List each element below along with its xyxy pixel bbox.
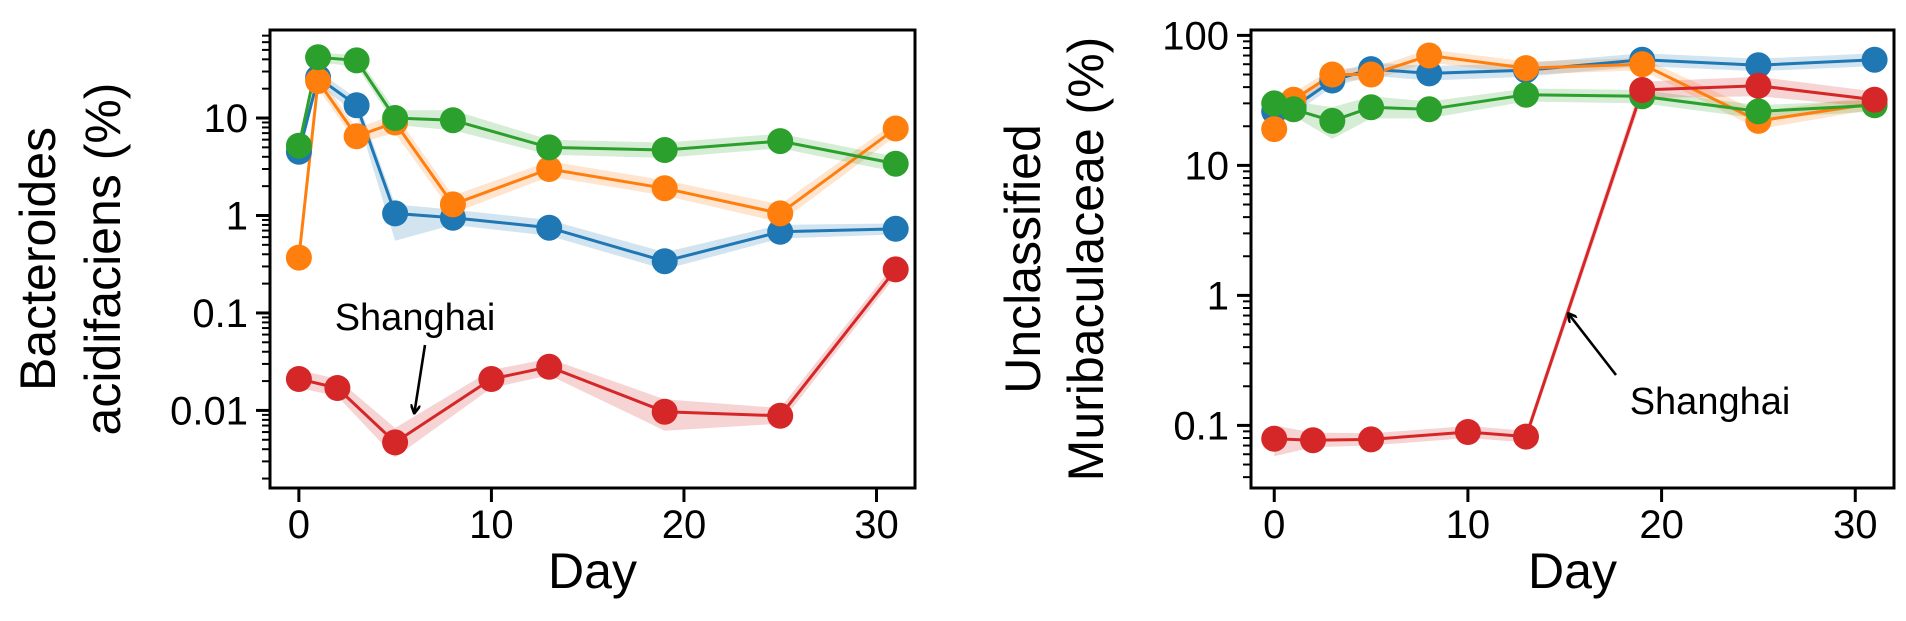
series-4-point <box>767 402 794 429</box>
series-1-point <box>1745 52 1772 79</box>
series-2-point <box>1319 61 1346 88</box>
series-3-point <box>1280 96 1307 123</box>
series-4-line <box>298 268 897 445</box>
annotation-arrow <box>414 344 427 413</box>
series-2-point <box>285 244 312 271</box>
chart-panel-1: 0 10 20 30 0.01 0.1 1 10 Day Bacteroides acidifaci… <box>10 28 917 599</box>
x-tick-label: 10 <box>469 503 514 547</box>
series-1-point <box>1416 60 1443 87</box>
series-1-point <box>651 248 678 275</box>
series-3-point <box>1319 107 1346 134</box>
series-2-point <box>651 175 678 202</box>
series-4-point <box>1261 425 1288 452</box>
series-2-point <box>882 115 909 142</box>
x-axis-title: Day <box>548 543 637 599</box>
y-tick-label: 1 <box>1207 274 1229 318</box>
series-3-point <box>1358 94 1385 121</box>
annotation-label: Shanghai <box>335 297 496 339</box>
series-4-point <box>1861 86 1888 113</box>
series-2-point <box>536 156 563 182</box>
series-3-point <box>536 134 563 161</box>
series-1-point <box>382 200 409 227</box>
y-axis-title-line-1: Bacteroides <box>10 127 66 391</box>
series-3-point <box>1745 98 1772 125</box>
series-4-point <box>1513 423 1539 450</box>
annotation-arrow <box>1569 314 1618 376</box>
series-4-band <box>298 262 896 458</box>
y-tick-label: 1 <box>226 194 248 238</box>
series-3-point <box>1513 81 1539 108</box>
y-axis-title-line-2: Muribaculaceae (%) <box>1058 37 1114 482</box>
series-4-point <box>1454 419 1481 445</box>
y-tick-label: 10 <box>1185 144 1230 188</box>
x-axis-title: Day <box>1528 543 1617 599</box>
series-4-point <box>536 353 563 380</box>
series-3-point <box>382 105 409 131</box>
series-4-point <box>285 366 312 392</box>
series-4-point <box>882 256 909 283</box>
series-2-point <box>1358 61 1385 88</box>
series-4-point <box>1300 427 1326 454</box>
series-2-point <box>1513 55 1539 82</box>
y-axis-title-line-2: acidifaciens (%) <box>75 83 131 436</box>
series-1-point <box>882 215 909 242</box>
series-3-band <box>298 52 896 172</box>
series-3-point <box>305 44 332 71</box>
series-3-point <box>343 47 370 74</box>
chart-panel-2: 0 10 20 30 0.1 1 10 100 Day Unclassified Muribacul… <box>995 14 1896 599</box>
x-tick-label: 30 <box>854 503 899 547</box>
series-4-point <box>651 398 678 425</box>
series-4-point <box>324 375 351 401</box>
x-tick-label: 30 <box>1833 503 1878 547</box>
series-3-point <box>651 137 678 163</box>
series-4-point <box>1358 426 1385 453</box>
axes-frame <box>1249 28 1896 490</box>
series-2-point <box>343 123 370 150</box>
series-2-point <box>1261 116 1288 143</box>
series-1-point <box>1861 46 1888 73</box>
y-axis-title-line-1: Unclassified <box>995 124 1051 394</box>
series-2-point <box>439 191 466 218</box>
series-3-point <box>1416 96 1443 123</box>
series-3-point <box>767 128 794 155</box>
y-tick-label: 0.01 <box>170 389 248 433</box>
series-1-point <box>536 214 563 241</box>
x-tick-label: 0 <box>288 503 310 547</box>
annotation-label: Shanghai <box>1630 381 1791 423</box>
y-tick-label: 10 <box>204 97 249 141</box>
series-2-point <box>767 200 794 227</box>
series-1-point <box>343 92 370 119</box>
series-1-point <box>767 218 794 245</box>
y-tick-label: 0.1 <box>1173 404 1229 448</box>
series-2-point <box>1629 51 1656 78</box>
series-4-point <box>478 366 505 392</box>
series-4-point <box>382 429 409 456</box>
series-2-point <box>305 68 332 94</box>
y-tick-label: 0.1 <box>192 292 248 336</box>
series-2-point <box>1416 42 1443 69</box>
x-tick-label: 20 <box>1639 503 1684 547</box>
x-tick-label: 20 <box>662 503 707 547</box>
series-4-point <box>1629 77 1656 103</box>
axes-frame <box>268 28 917 490</box>
x-tick-label: 10 <box>1446 503 1491 547</box>
series-3-point <box>285 132 312 159</box>
series-3-point <box>439 107 466 134</box>
series-4-point <box>1745 72 1772 99</box>
x-tick-label: 0 <box>1263 503 1285 547</box>
series-3-point <box>882 150 909 177</box>
y-tick-label: 100 <box>1162 14 1229 58</box>
